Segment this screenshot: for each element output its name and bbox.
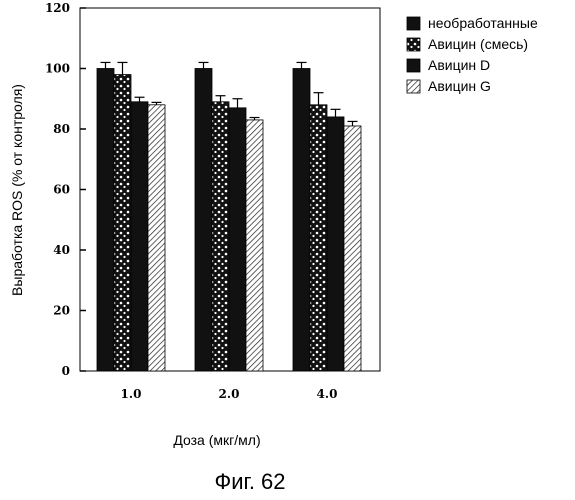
y-tick-label: 120 xyxy=(45,1,70,15)
bar xyxy=(148,105,165,371)
y-tick-label: 40 xyxy=(53,243,70,257)
x-tick-label: 1.0 xyxy=(121,387,142,401)
bar xyxy=(131,102,148,371)
bar xyxy=(327,117,344,371)
y-axis-title: Выработка ROS (% от контроля) xyxy=(9,84,25,296)
bars xyxy=(97,62,361,371)
x-axis: 1.0 2.0 4.0 xyxy=(121,387,338,401)
y-tick-label: 20 xyxy=(53,304,70,318)
y-tick-label: 80 xyxy=(53,122,70,136)
y-tick-label: 0 xyxy=(62,364,70,378)
legend-label: Авицин G xyxy=(428,78,491,94)
bar xyxy=(97,69,114,372)
bar xyxy=(344,126,361,371)
legend-swatch xyxy=(407,59,420,72)
bar xyxy=(229,108,246,371)
plot-area: 0 20 40 60 80 100 120 1.0 2.0 4.0 xyxy=(45,1,380,401)
bar xyxy=(212,102,229,371)
x-axis-title: Доза (мкг/мл) xyxy=(173,432,260,448)
bar xyxy=(195,69,212,372)
legend: необработанные Авицин (смесь) Авицин D Авиц… xyxy=(407,15,538,94)
legend-swatch xyxy=(407,17,420,30)
y-tick-label: 100 xyxy=(45,62,70,76)
legend-label: необработанные xyxy=(428,15,538,31)
legend-label: Авицин (смесь) xyxy=(428,36,528,52)
x-tick-label: 2.0 xyxy=(219,387,240,401)
figure-caption: Фиг. 62 xyxy=(214,469,285,494)
legend-swatch xyxy=(407,38,420,51)
bar xyxy=(293,69,310,372)
x-tick-label: 4.0 xyxy=(317,387,338,401)
legend-swatch xyxy=(407,80,420,93)
bar xyxy=(246,120,263,371)
bar xyxy=(310,105,327,371)
y-tick-label: 60 xyxy=(53,183,70,197)
bar xyxy=(114,75,131,371)
legend-label: Авицин D xyxy=(428,57,490,73)
